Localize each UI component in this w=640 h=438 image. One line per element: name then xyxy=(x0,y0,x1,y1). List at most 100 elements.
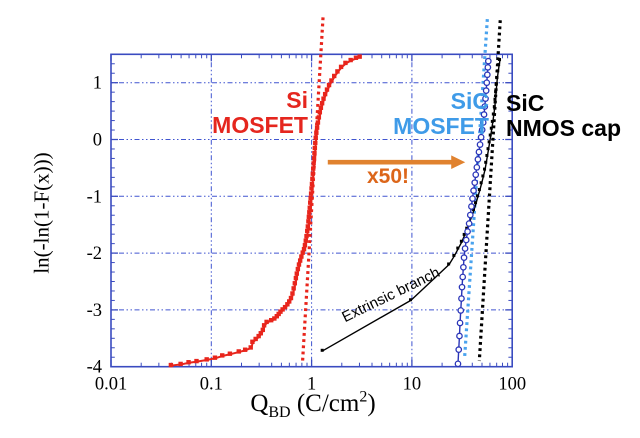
marker-square xyxy=(268,317,274,323)
marker-square xyxy=(329,78,334,83)
marker-circle xyxy=(454,360,462,368)
marker-square xyxy=(304,233,309,239)
marker-square xyxy=(306,219,311,224)
marker-square xyxy=(314,125,320,130)
marker-circle xyxy=(458,295,465,302)
marker-square xyxy=(479,181,483,185)
marker-square xyxy=(490,119,494,123)
marker-square xyxy=(343,60,348,66)
x50-arrow-head xyxy=(451,155,466,170)
marker-circle xyxy=(469,195,476,202)
marker-circle xyxy=(460,254,468,261)
marker-square xyxy=(487,140,491,144)
marker-circle xyxy=(475,148,483,156)
x-axis-label-close: ) xyxy=(367,390,376,417)
si-mosfet-label: Si MOSFET xyxy=(198,88,308,138)
marker-square xyxy=(253,336,258,342)
x-tick-label: 0.1 xyxy=(200,375,223,395)
marker-square xyxy=(186,360,191,365)
marker-circle xyxy=(477,133,485,141)
marker-square xyxy=(292,281,298,286)
plot-frame xyxy=(110,53,514,368)
marker-square xyxy=(288,295,294,301)
marker-circle xyxy=(462,236,470,244)
marker-square xyxy=(308,200,313,205)
marker-square xyxy=(227,351,233,356)
y-tick-label: -3 xyxy=(87,301,102,321)
marker-square xyxy=(305,224,311,229)
marker-square xyxy=(306,214,312,220)
marker-circle xyxy=(481,103,489,110)
marker-square xyxy=(168,362,174,368)
marker-circle xyxy=(482,87,490,95)
marker-circle xyxy=(472,171,480,179)
marker-square xyxy=(494,82,498,86)
marker-square xyxy=(409,298,413,302)
marker-circle xyxy=(455,346,463,354)
marker-circle xyxy=(460,263,467,271)
marker-circle xyxy=(483,79,491,87)
x50-gain-label: x50! xyxy=(366,165,410,188)
marker-square xyxy=(312,145,318,151)
fit-line xyxy=(300,17,325,364)
marker-circle xyxy=(473,163,481,171)
sic-mosfet-label-line2: MOSFET xyxy=(393,113,489,139)
marker-square xyxy=(212,355,218,360)
x-axis-label: QBD (C/cm2) xyxy=(250,389,376,420)
marker-square xyxy=(282,304,288,310)
x-axis-label-symbol: Q xyxy=(250,390,269,417)
marker-circle xyxy=(470,187,477,194)
marker-square xyxy=(496,69,500,73)
marker-square xyxy=(497,63,501,67)
marker-square xyxy=(488,133,492,137)
marker-circle xyxy=(459,273,467,281)
marker-square xyxy=(475,194,479,198)
sic-nmos-cap-label: SiC NMOS cap xyxy=(506,91,638,141)
x-tick-label: 10 xyxy=(403,375,422,395)
marker-square xyxy=(258,331,263,336)
marker-circle xyxy=(456,332,463,340)
x-axis-label-units: (C/cm xyxy=(290,390,360,417)
marker-circle xyxy=(476,141,484,148)
marker-square xyxy=(335,69,340,74)
marker-square xyxy=(296,262,302,267)
marker-square xyxy=(338,64,344,70)
marker-square xyxy=(485,153,489,157)
marker-square xyxy=(489,126,493,130)
marker-circle xyxy=(484,57,492,65)
marker-square xyxy=(462,232,466,236)
marker-square xyxy=(309,181,315,187)
marker-square xyxy=(314,130,319,135)
marker-square xyxy=(261,323,267,328)
marker-square xyxy=(456,246,460,250)
marker-square xyxy=(272,316,277,321)
marker-square xyxy=(290,291,295,296)
marker-circle xyxy=(474,156,482,163)
marker-circle xyxy=(458,283,466,291)
x-tick-label: 0.01 xyxy=(95,375,127,395)
marker-square xyxy=(308,195,313,201)
marker-circle xyxy=(480,111,488,118)
marker-square xyxy=(301,246,307,252)
marker-circle xyxy=(457,307,465,314)
marker-square xyxy=(313,140,318,146)
marker-circle xyxy=(478,126,486,134)
marker-square xyxy=(313,135,318,141)
marker-square xyxy=(294,271,299,276)
marker-square xyxy=(493,97,497,101)
sic-mosfet-label-line1: SiC xyxy=(450,88,489,114)
marker-square xyxy=(477,188,481,192)
marker-square xyxy=(307,205,312,210)
marker-square xyxy=(256,333,261,339)
marker-square xyxy=(178,361,183,367)
marker-square xyxy=(326,82,332,88)
marker-square xyxy=(353,55,359,60)
marker-square xyxy=(287,299,292,304)
marker-square xyxy=(204,357,209,362)
marker-square xyxy=(491,112,495,116)
marker-square xyxy=(324,87,330,92)
marker-square xyxy=(315,120,321,125)
marker-circle xyxy=(461,245,469,252)
marker-circle xyxy=(466,211,474,219)
